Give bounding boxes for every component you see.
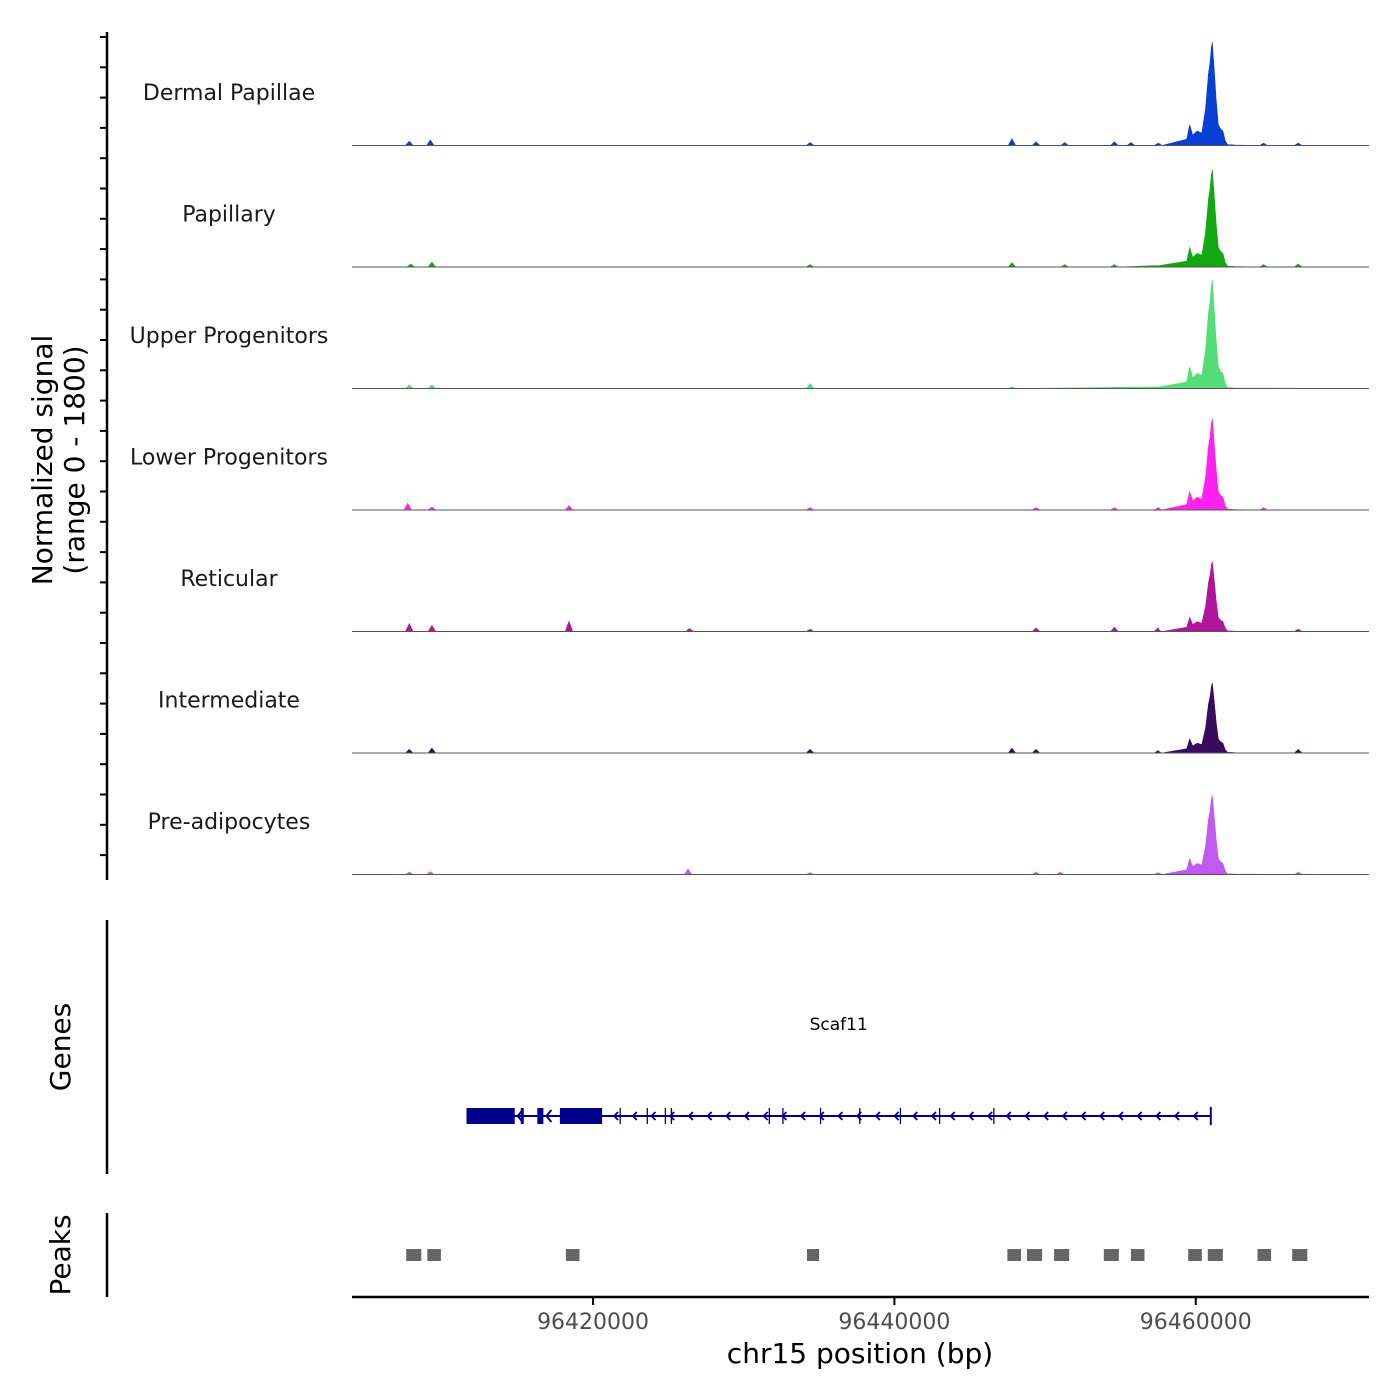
- strand-arrow: [912, 1111, 918, 1121]
- gene-model: [466, 1107, 1212, 1125]
- strand-arrow: [1136, 1111, 1143, 1121]
- gene-exon: [466, 1108, 515, 1124]
- strand-arrow: [545, 1109, 553, 1123]
- strand-arrow: [687, 1111, 694, 1121]
- x-axis-title: chr15 position (bp): [727, 1337, 993, 1370]
- peak-mark: [1130, 1249, 1145, 1261]
- track-label-dermal-papillae: Dermal Papillae: [143, 81, 315, 106]
- peaks-track: Peaks: [44, 1213, 1308, 1297]
- y-axis-title: Normalized signal: [26, 335, 59, 586]
- strand-arrow: [516, 1109, 524, 1123]
- genes-track-label: Genes: [44, 1003, 77, 1091]
- strand-arrow: [631, 1111, 638, 1121]
- strand-arrow: [1005, 1111, 1012, 1121]
- gene-exon: [559, 1108, 603, 1124]
- strand-arrow: [893, 1111, 900, 1121]
- peak-mark: [807, 1249, 820, 1261]
- strand-arrow: [706, 1111, 713, 1121]
- strand-arrow: [986, 1111, 993, 1121]
- track-intermediate: Intermediate: [158, 682, 1369, 754]
- track-reticular: Reticular: [180, 561, 1369, 632]
- track-pre-adipocytes: Pre-adipocytes: [148, 795, 1369, 875]
- track-dermal-papillae: Dermal Papillae: [143, 42, 1369, 146]
- peak-mark: [406, 1249, 422, 1261]
- signal-area-pre-adipocytes: [382, 795, 1369, 875]
- peak-mark: [1027, 1249, 1043, 1261]
- signal-y-axis: [100, 32, 109, 880]
- strand-arrow: [725, 1111, 731, 1121]
- strand-arrow: [930, 1111, 937, 1121]
- strand-arrow: [1173, 1111, 1180, 1121]
- strand-arrow: [949, 1111, 956, 1121]
- strand-arrow: [1155, 1111, 1162, 1121]
- peak-mark: [1207, 1249, 1223, 1261]
- track-label-papillary: Papillary: [182, 203, 276, 228]
- signal-area-upper-progenitors: [382, 280, 1370, 389]
- peak-mark: [565, 1249, 580, 1261]
- peak-marks: [406, 1249, 1308, 1261]
- strand-arrow: [743, 1111, 750, 1121]
- signal-area-reticular: [382, 561, 1369, 632]
- peak-mark: [1188, 1249, 1202, 1261]
- peak-mark: [1054, 1249, 1070, 1261]
- strand-arrow: [1061, 1111, 1068, 1121]
- strand-arrow: [668, 1111, 675, 1121]
- x-ticks: 96420000 96440000 96460000: [537, 1297, 1252, 1335]
- track-label-reticular: Reticular: [180, 567, 278, 592]
- signal-area-dermal-papillae: [382, 42, 1369, 146]
- strand-arrow: [1024, 1111, 1031, 1121]
- strand-arrow: [1080, 1111, 1087, 1121]
- strand-arrow: [1192, 1111, 1199, 1121]
- strand-arrow: [1099, 1111, 1105, 1121]
- strand-arrow: [1117, 1111, 1124, 1121]
- strand-arrow: [1042, 1111, 1049, 1121]
- x-tick-label: 96420000: [537, 1310, 649, 1335]
- strand-arrow: [818, 1111, 825, 1121]
- track-lower-progenitors: Lower Progenitors: [130, 418, 1369, 511]
- peaks-track-label: Peaks: [44, 1214, 77, 1295]
- track-label-upper-progenitors: Upper Progenitors: [130, 324, 329, 349]
- strand-arrow: [612, 1111, 619, 1121]
- peak-mark: [1007, 1249, 1021, 1261]
- x-axis: 96420000 96440000 96460000 chr15 position …: [352, 1295, 1369, 1370]
- strand-arrow: [874, 1111, 881, 1121]
- track-upper-progenitors: Upper Progenitors: [130, 280, 1370, 389]
- track-label-intermediate: Intermediate: [158, 689, 300, 714]
- x-tick-label: 96440000: [838, 1310, 950, 1335]
- gene-exon: [537, 1108, 544, 1124]
- gene-label: Scaf11: [810, 1015, 868, 1035]
- track-label-lower-progenitors: Lower Progenitors: [130, 446, 328, 471]
- peak-mark: [1257, 1249, 1272, 1261]
- peak-mark: [1103, 1249, 1119, 1261]
- peak-mark: [427, 1249, 441, 1261]
- gene-exon: [520, 1108, 524, 1124]
- strand-arrow: [650, 1111, 657, 1121]
- y-axis-range: (range 0 - 1800): [58, 345, 91, 574]
- strand-arrow: [799, 1111, 806, 1121]
- strand-arrow: [837, 1111, 844, 1121]
- x-tick-label: 96460000: [1140, 1310, 1252, 1335]
- signal-area-intermediate: [382, 682, 1369, 754]
- strand-arrow: [968, 1111, 975, 1121]
- track-papillary: Papillary: [182, 169, 1369, 268]
- signal-tracks: Dermal Papillae Papillary Upper Progenitor…: [130, 42, 1370, 875]
- genes-track: Genes Scaf11: [44, 920, 1212, 1174]
- peak-mark: [1292, 1249, 1308, 1261]
- strand-arrow: [762, 1111, 769, 1121]
- signal-area-papillary: [382, 169, 1369, 268]
- signal-area-lower-progenitors: [382, 418, 1369, 511]
- track-label-pre-adipocytes: Pre-adipocytes: [148, 810, 311, 835]
